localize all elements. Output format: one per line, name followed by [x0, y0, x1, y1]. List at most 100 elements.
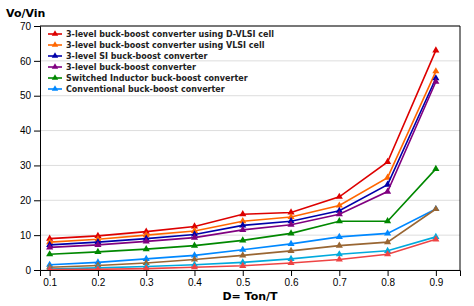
tick: 0.1	[43, 270, 57, 288]
legend-marker	[52, 63, 58, 69]
series	[46, 233, 439, 270]
tick-mark	[339, 270, 340, 276]
tick: 10	[20, 230, 40, 241]
frame	[460, 26, 461, 270]
tick: 70	[20, 21, 40, 32]
marker	[239, 246, 246, 252]
marker	[94, 241, 101, 247]
series	[46, 46, 439, 240]
series-group	[46, 46, 439, 270]
tick: 0.5	[236, 270, 250, 288]
marker	[432, 78, 439, 84]
tick-label: 0.8	[381, 277, 395, 288]
marker	[336, 255, 343, 261]
legend-label: 3-level SI buck-boost converter	[66, 52, 207, 61]
marker	[287, 229, 294, 235]
series	[46, 235, 439, 270]
marker	[239, 210, 246, 216]
tick-label: 70	[20, 21, 32, 32]
tick: 0.7	[333, 270, 347, 288]
marker	[239, 251, 246, 257]
tick-label: 0.1	[43, 277, 57, 288]
tick-label: 20	[20, 195, 32, 206]
tick-mark	[194, 270, 195, 276]
tick-mark	[34, 235, 40, 236]
tick-mark	[98, 270, 99, 276]
marker	[46, 266, 53, 270]
marker	[191, 233, 198, 239]
marker	[287, 247, 294, 253]
marker	[432, 235, 439, 241]
marker	[46, 250, 53, 256]
legend-item: 3-level buck-boost converter	[48, 63, 196, 72]
legend-item: 3-level buck-boost converter using D-VLS…	[48, 30, 274, 39]
legend-item: 3-level buck-boost converter using VLSI …	[48, 41, 265, 50]
series	[46, 67, 439, 244]
series	[46, 205, 439, 267]
legend-item: Switched Inductor buck-boost converter	[48, 74, 248, 83]
marker	[239, 236, 246, 242]
tick-label: 0.2	[91, 277, 105, 288]
series	[46, 78, 439, 250]
axis-line	[41, 271, 461, 277]
marker	[239, 226, 246, 232]
tick: 0.9	[429, 270, 443, 288]
x-axis: 0.1 0.2 0.3 0.4 0.5 0.6 0.7 0.8 0.9	[41, 270, 461, 288]
marker	[239, 262, 246, 268]
grid	[40, 26, 460, 270]
series-line	[50, 237, 436, 269]
marker	[143, 264, 150, 270]
series	[46, 205, 439, 269]
legend-label: 3-level buck-boost converter using VLSI …	[66, 41, 265, 50]
tick: 0.3	[140, 270, 154, 288]
marker	[336, 210, 343, 216]
tick: 30	[20, 160, 40, 171]
marker	[384, 187, 391, 193]
marker	[432, 67, 439, 73]
legend-marker	[52, 85, 58, 91]
legend-item: 3-level SI buck-boost converter	[48, 52, 207, 61]
plot-area: 0.10.20.30.40.50.60.70.80.90102030405060…	[20, 21, 461, 288]
legend-marker	[52, 52, 58, 58]
tick-label: 0.3	[140, 277, 154, 288]
tick-label: 0.4	[188, 277, 202, 288]
marker	[432, 46, 439, 52]
grid-line	[40, 26, 460, 27]
tick-mark	[34, 131, 40, 132]
tick-mark	[388, 270, 389, 276]
tick-mark	[243, 270, 244, 276]
tick-label: 50	[20, 90, 32, 101]
series-line	[50, 209, 436, 265]
marker	[336, 241, 343, 247]
y-axis-title: Vo/Vin	[6, 7, 45, 20]
marker	[432, 165, 439, 171]
series-line	[50, 239, 436, 269]
tick-mark	[436, 270, 437, 276]
tick-mark	[34, 165, 40, 166]
legend-label: Conventional buck-boost converter	[66, 85, 225, 94]
frame	[40, 26, 460, 27]
tick-mark	[34, 200, 40, 201]
y-axis: 010203040506070	[20, 21, 41, 276]
series-line	[50, 209, 436, 267]
marker	[287, 240, 294, 246]
tick-label: 10	[20, 230, 32, 241]
legend-label: 3-level buck-boost converter using D-VLS…	[66, 30, 274, 39]
tick: 40	[20, 125, 40, 136]
grid-line	[40, 130, 460, 131]
marker	[384, 229, 391, 235]
tick: 0.2	[91, 270, 105, 288]
tick-mark	[291, 270, 292, 276]
marker	[94, 248, 101, 254]
tick: 0.6	[285, 270, 299, 288]
tick: 20	[20, 195, 40, 206]
legend-item: Conventional buck-boost converter	[48, 85, 225, 94]
marker	[384, 238, 391, 244]
tick: 60	[20, 56, 40, 67]
x-axis-title: D= Ton/T	[222, 290, 278, 303]
tick-label: 30	[20, 160, 32, 171]
tick-label: 0.7	[333, 277, 347, 288]
series-line	[50, 82, 436, 248]
tick-label: 60	[20, 56, 32, 67]
tick: 50	[20, 90, 40, 101]
